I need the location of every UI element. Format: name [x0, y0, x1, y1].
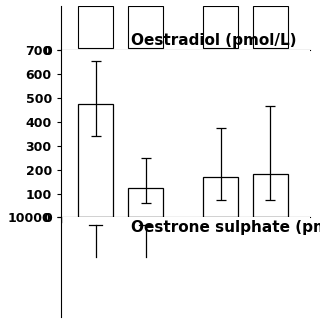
Bar — [78, 104, 113, 218]
Bar — [203, 177, 238, 218]
Text: Oestrone sulphate (pmol/L): Oestrone sulphate (pmol/L) — [131, 220, 320, 236]
Bar — [253, 174, 288, 218]
Bar — [253, 6, 288, 48]
Bar — [203, 6, 238, 48]
Bar — [128, 188, 163, 218]
Bar — [128, 6, 163, 48]
Text: Oestradiol (pmol/L): Oestradiol (pmol/L) — [131, 33, 296, 48]
Bar — [78, 6, 113, 48]
